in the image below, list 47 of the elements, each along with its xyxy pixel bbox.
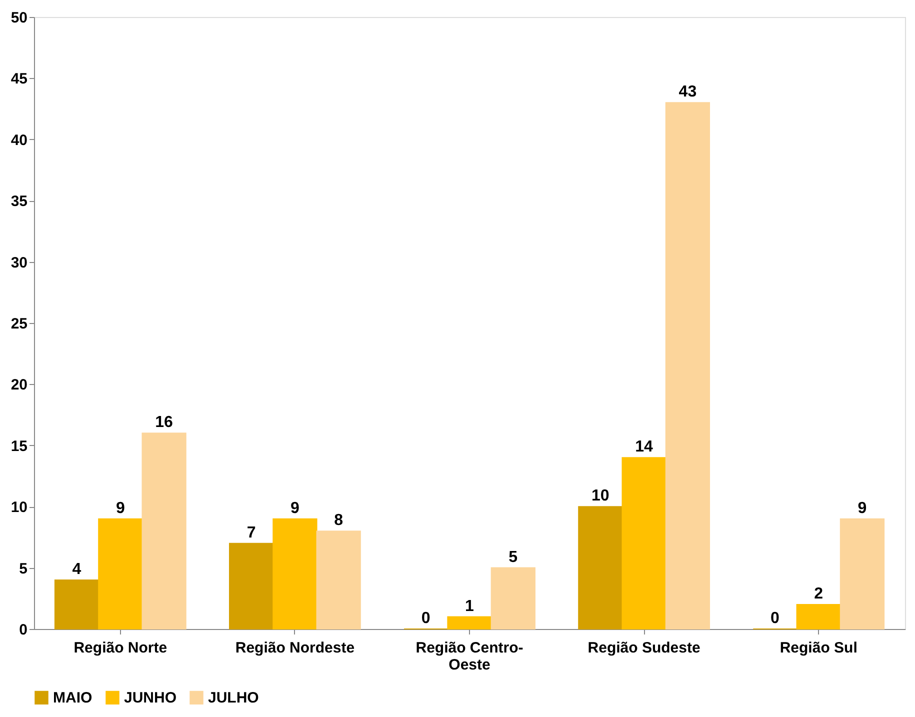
y-tick-label: 20 (10, 376, 28, 394)
y-tick-label: 10 (10, 499, 28, 516)
y-tick-label: 50 (10, 10, 28, 26)
bar (665, 102, 710, 630)
legend-label: JUNHO (124, 690, 177, 707)
data-label: 5 (508, 548, 518, 566)
data-label: 0 (421, 610, 430, 627)
bar (272, 518, 318, 630)
data-label: 9 (290, 500, 300, 517)
x-tick-label: Região Sudeste (588, 640, 700, 656)
data-label: 10 (592, 488, 610, 505)
data-label: 9 (858, 500, 867, 517)
x-tick-label: Região Centro-Oeste (416, 640, 524, 674)
data-label: 0 (770, 610, 780, 627)
x-tick-label: Região Nordeste (235, 640, 355, 656)
bar (98, 518, 143, 630)
bar (54, 580, 100, 630)
data-label: 43 (678, 84, 697, 101)
y-tick-label: 45 (10, 70, 28, 88)
bar (622, 457, 666, 630)
y-tick-label: 40 (10, 132, 28, 149)
y-tick-label: 5 (19, 560, 28, 578)
y-tick-label: 15 (10, 438, 28, 455)
bar (490, 567, 536, 630)
bar (840, 518, 885, 630)
x-tick-label: Região Sul (780, 640, 858, 656)
data-label: 14 (635, 438, 654, 456)
legend-label: MAIO (53, 690, 92, 707)
data-label: 16 (155, 414, 174, 432)
y-tick-label: 35 (10, 193, 28, 210)
data-label: 2 (814, 586, 824, 603)
x-tick-label: Região Norte (74, 640, 168, 656)
data-label: 4 (72, 561, 82, 578)
y-tick-label: 0 (19, 622, 28, 638)
data-label: 8 (334, 512, 344, 530)
data-label: 1 (465, 598, 474, 615)
bar (447, 616, 492, 630)
data-label: 7 (246, 524, 256, 542)
y-tick-label: 30 (10, 254, 28, 272)
bar (228, 542, 274, 630)
bar (142, 432, 186, 630)
legend-label: JULHO (208, 690, 260, 707)
bar (316, 530, 361, 630)
y-tick-label: 25 (10, 316, 28, 332)
bar (796, 604, 841, 630)
data-label: 9 (116, 500, 125, 517)
bar (578, 506, 623, 630)
